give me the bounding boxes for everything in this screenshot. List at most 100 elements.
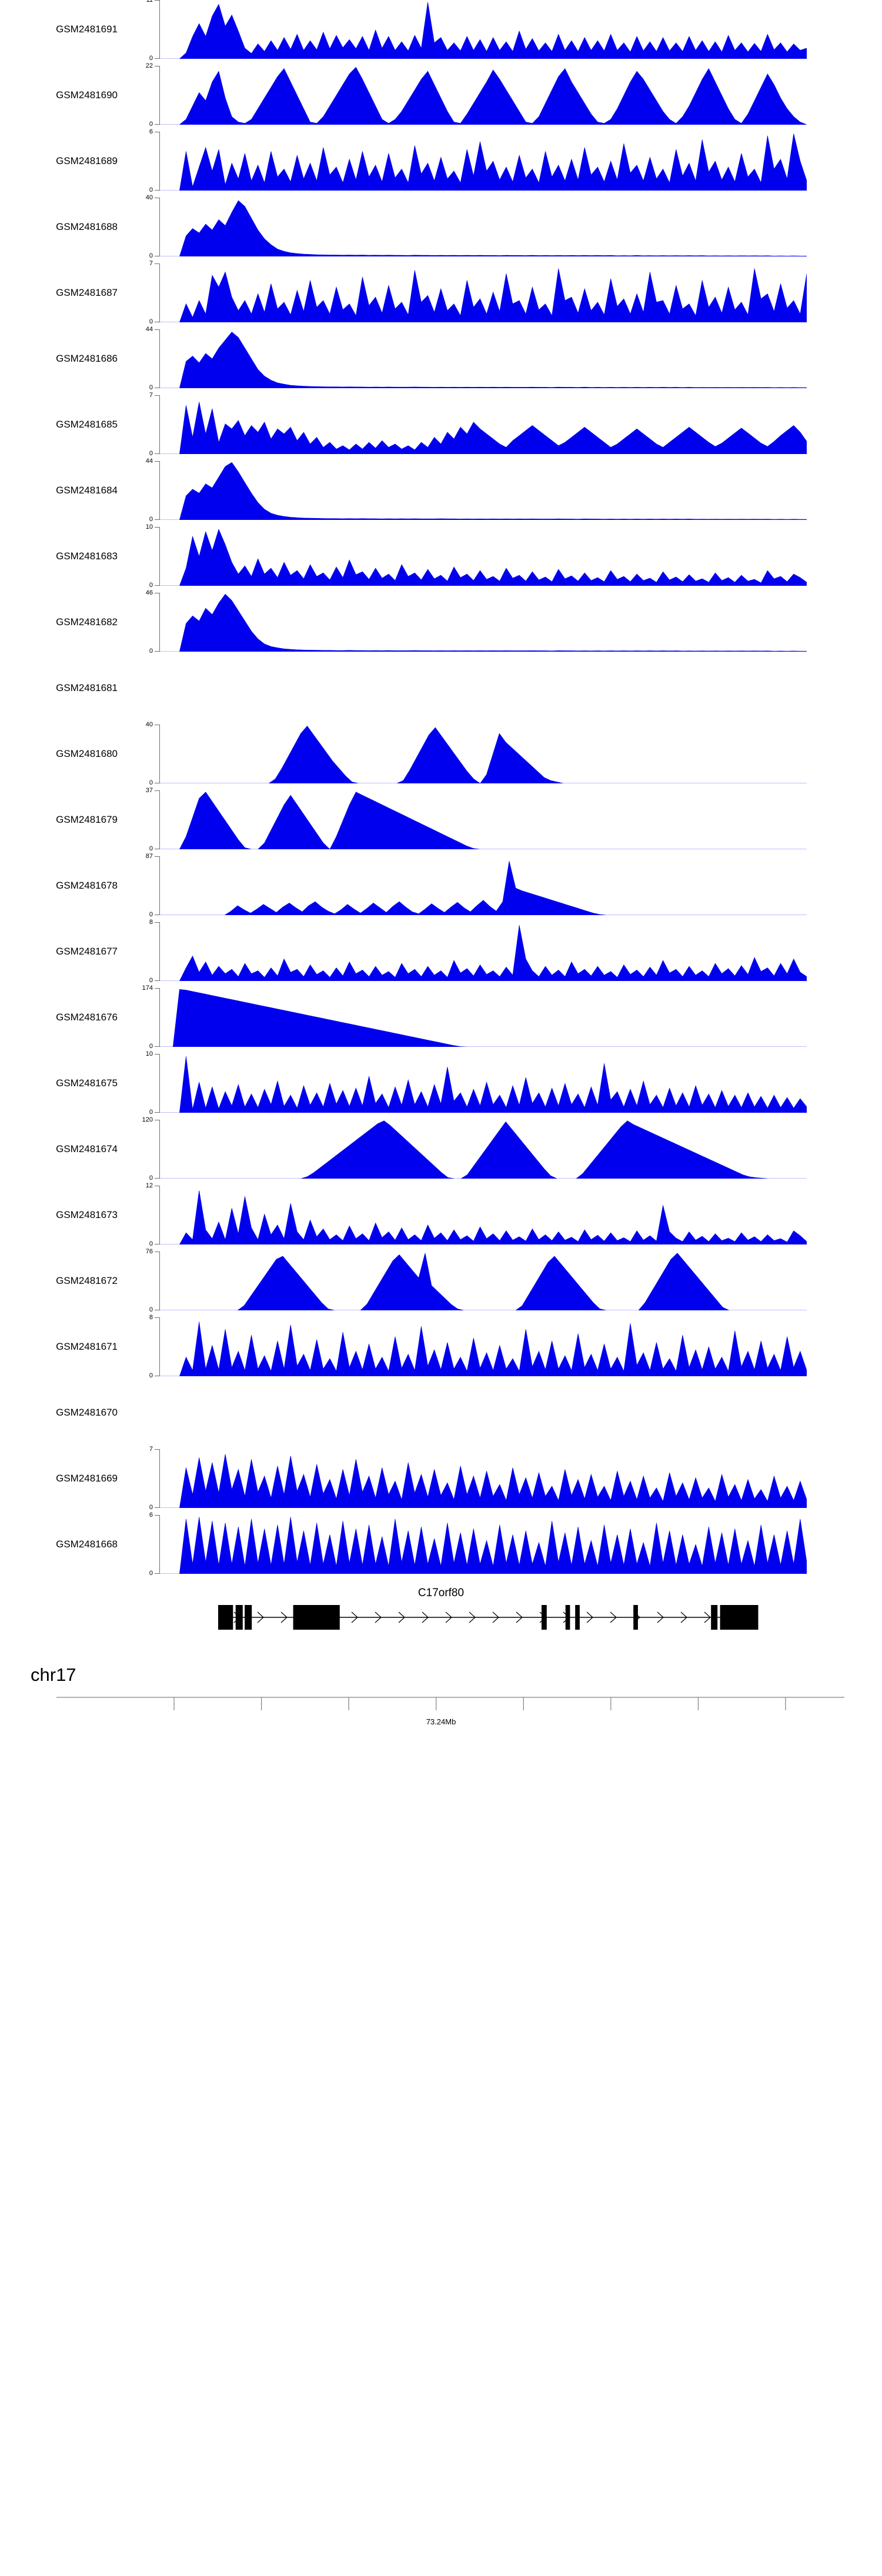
coverage-track-row: GSM2481672 76 0 <box>0 1248 882 1317</box>
coverage-plot <box>160 329 807 388</box>
y-axis-line <box>159 1120 160 1179</box>
coverage-track-row: GSM2481673 12 0 <box>0 1182 882 1252</box>
exon-block <box>633 1605 638 1630</box>
coverage-track-row: GSM2481670 <box>0 1383 882 1449</box>
y-axis-tick-max <box>155 395 160 396</box>
y-axis-line <box>159 922 160 981</box>
y-axis-min-value: 0 <box>149 55 153 62</box>
track-y-axis: 46 0 <box>145 589 160 655</box>
exon-block <box>542 1605 547 1630</box>
y-axis-line <box>159 988 160 1047</box>
coverage-area-chart <box>160 1056 807 1113</box>
coverage-plot <box>160 461 807 520</box>
coverage-track-row: GSM2481676 174 0 <box>0 985 882 1054</box>
strand-arrow-icon <box>657 1611 664 1623</box>
track-y-axis: 37 0 <box>146 788 160 852</box>
y-axis-min-value: 0 <box>149 1504 153 1511</box>
track-y-axis: 10 0 <box>146 524 160 589</box>
y-axis-tick-min <box>155 519 160 520</box>
y-axis-line <box>159 66 160 125</box>
y-axis-max-value: 22 <box>145 62 153 69</box>
coverage-area-path <box>160 66 807 125</box>
coverage-track-row: GSM2481689 6 0 <box>0 129 882 198</box>
strand-arrow-icon <box>469 1611 476 1623</box>
track-label-gsm2481669: GSM2481669 <box>56 1473 118 1484</box>
y-axis-tick-max <box>155 922 160 923</box>
strand-arrow-icon <box>257 1611 264 1623</box>
y-axis-tick-min <box>155 453 160 454</box>
coverage-track-row: GSM2481668 6 0 <box>0 1512 882 1581</box>
y-axis-tick-min <box>155 1573 160 1574</box>
y-axis-max-value: 8 <box>149 1314 153 1321</box>
coverage-area-path <box>160 1190 807 1244</box>
coverage-track-row: GSM2481684 44 0 <box>0 458 882 527</box>
coverage-plot <box>160 725 807 783</box>
y-axis-line <box>159 593 160 652</box>
y-axis-min-value: 0 <box>149 1240 153 1247</box>
y-axis-max-value: 12 <box>145 1182 153 1189</box>
coverage-area-path <box>160 989 807 1047</box>
y-axis-line <box>159 395 160 454</box>
y-axis-min-value: 0 <box>149 977 153 984</box>
exon-block <box>565 1605 570 1630</box>
coverage-area-chart <box>160 1322 807 1376</box>
track-label-gsm2481680: GSM2481680 <box>56 748 118 759</box>
y-axis-max-value: 46 <box>145 589 153 596</box>
strand-arrow-icon <box>280 1611 288 1623</box>
coverage-plot <box>160 856 807 915</box>
y-axis-line <box>159 856 160 915</box>
track-label-gsm2481673: GSM2481673 <box>56 1209 118 1220</box>
y-axis-min-value: 0 <box>149 1306 153 1313</box>
track-y-axis: 40 0 <box>146 722 160 786</box>
y-axis-tick-max <box>155 329 160 330</box>
strand-arrow-icon <box>398 1611 405 1623</box>
coverage-track-row: GSM2481681 <box>0 659 882 725</box>
coverage-track-row: GSM2481674 120 0 <box>0 1117 882 1186</box>
y-axis-line <box>159 1515 160 1574</box>
coverage-track-row: GSM2481686 44 0 <box>0 326 882 395</box>
coverage-plot <box>160 593 807 652</box>
y-axis-max-value: 7 <box>149 1446 153 1453</box>
track-label-gsm2481675: GSM2481675 <box>56 1077 118 1089</box>
coverage-area-chart <box>160 1120 807 1179</box>
coverage-area-chart <box>160 268 807 322</box>
gene-model-svg <box>218 1605 759 1630</box>
track-label-gsm2481687: GSM2481687 <box>56 287 118 298</box>
y-axis-max-value: 174 <box>142 985 153 992</box>
chromosome-label: chr17 <box>31 1664 76 1685</box>
coverage-track-row: GSM2481685 7 0 <box>0 392 882 461</box>
coverage-track-row: GSM2481688 40 0 <box>0 195 882 263</box>
coverage-area-path <box>160 332 807 388</box>
y-axis-line <box>159 461 160 520</box>
coverage-area-chart <box>160 1253 807 1310</box>
y-axis-tick-max <box>155 988 160 989</box>
coverage-plot <box>160 988 807 1047</box>
y-axis-line <box>159 263 160 322</box>
y-axis-max-value: 76 <box>145 1248 153 1255</box>
coverage-area-chart <box>160 593 807 652</box>
coverage-area-path <box>160 792 807 849</box>
track-label-gsm2481683: GSM2481683 <box>56 550 118 562</box>
coverage-area-path <box>160 268 807 322</box>
coverage-area-path <box>160 925 807 981</box>
gene-name-label: C17orf80 <box>417 1587 465 1599</box>
coverage-area-path <box>160 1517 807 1574</box>
track-y-axis: 44 0 <box>146 326 160 391</box>
exon-block <box>245 1605 252 1630</box>
gene-model-track: C17orf80 <box>0 1581 882 1651</box>
y-axis-line <box>159 1252 160 1310</box>
coverage-plot <box>160 922 807 981</box>
exon-block <box>293 1605 340 1630</box>
track-label-gsm2481672: GSM2481672 <box>56 1275 118 1286</box>
track-label-gsm2481670: GSM2481670 <box>56 1407 118 1418</box>
y-axis-min-value: 0 <box>149 186 153 193</box>
coverage-area-path <box>160 462 807 520</box>
coverage-area-chart <box>160 925 807 981</box>
y-axis-min-value: 0 <box>149 779 153 786</box>
coverage-area-path <box>160 200 807 256</box>
track-label-gsm2481690: GSM2481690 <box>56 89 118 101</box>
coverage-track-row: GSM2481690 22 0 <box>0 62 882 132</box>
coverage-area-chart <box>160 726 807 783</box>
